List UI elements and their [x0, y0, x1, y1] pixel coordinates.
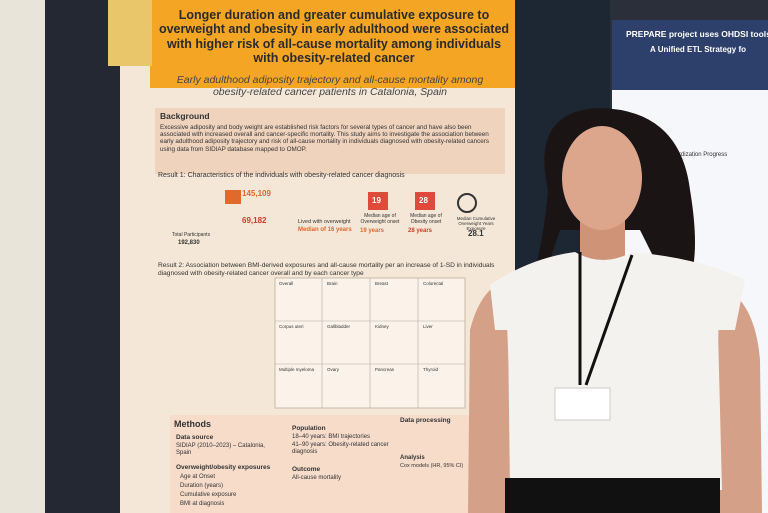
trousers	[505, 478, 720, 513]
panel-label: Multiple myeloma	[279, 367, 315, 372]
method-heading: Analysis	[400, 455, 425, 461]
panel-label: Colorectal	[423, 281, 444, 286]
background-box	[155, 108, 505, 174]
poster-title: Longer duration and greater cumulative e…	[158, 8, 510, 66]
icon	[225, 190, 241, 204]
panel-label: Pancreas	[375, 367, 395, 372]
right-poster-section: OMOP Standardization Progress	[640, 152, 728, 158]
method-heading: Overweight/obesity exposures	[176, 464, 271, 471]
method-heading: Population	[292, 425, 326, 432]
stat-label: Median age of Overweight onset	[360, 213, 400, 225]
stat-value: 145,109	[242, 189, 271, 198]
stat-label: Median Cumulative Overweight Years Expos…	[456, 216, 496, 232]
panel-label: Ovary	[327, 367, 340, 372]
method-text: All-cause mortality	[292, 475, 342, 481]
methods-box	[170, 415, 470, 513]
method-text: Cumulative exposure	[180, 492, 237, 498]
right-poster-subtitle: A Unified ETL Strategy fo	[650, 45, 747, 54]
method-heading: Data processing	[400, 417, 451, 424]
board-frame	[45, 0, 120, 513]
calendar-day: 28	[419, 196, 428, 205]
arm	[712, 285, 762, 513]
panel-label: Gallbladder	[327, 324, 351, 329]
panel-label: Brain	[327, 281, 338, 286]
right-poster-title: PREPARE project uses OHDSI tools fo	[626, 29, 768, 39]
poster-subtitle: Early adulthood adiposity trajectory and…	[176, 74, 484, 99]
stat-value: 69,182	[242, 216, 267, 225]
method-text: 18–40 years: BMI trajectories	[292, 434, 371, 440]
stat-value: 19 years	[360, 228, 385, 234]
method-heading: Outcome	[292, 466, 321, 473]
method-text: SIDIAP (2010–2023) – Catalonia, Spain	[176, 443, 265, 456]
forest-grid	[275, 278, 465, 408]
method-text: Duration (years)	[180, 483, 224, 489]
wall	[0, 0, 45, 513]
poster-header	[150, 0, 515, 88]
panel-label: Kidney	[375, 324, 389, 329]
background-text: Excessive adiposity and body weight are …	[160, 124, 490, 153]
face	[562, 126, 642, 230]
lanyard	[578, 252, 634, 386]
calendar-icon	[415, 192, 435, 210]
calendar-day: 19	[372, 196, 381, 205]
stat-label: Total Participants	[172, 232, 211, 238]
stat-label: Median age of Obesity onset	[410, 213, 442, 225]
section-heading: Background	[160, 111, 210, 121]
method-heading: Data source	[176, 434, 214, 441]
sticker	[108, 0, 152, 66]
method-text: BMI at diagnosis	[180, 501, 225, 507]
method-text: Cox models (HR, 95% CI)	[400, 463, 464, 469]
section-heading: Methods	[174, 419, 211, 429]
name-badge	[554, 387, 611, 421]
stat-value: 28.1	[468, 229, 484, 238]
section-heading: Result 2: Association between BMI-derive…	[158, 262, 495, 277]
stat-label: Lived with overweight	[298, 219, 351, 225]
section-heading: Result 1: Characteristics of the individ…	[158, 172, 405, 179]
stat-value: 192,830	[178, 240, 200, 246]
arm	[468, 280, 515, 513]
stat-value: Median of 16 years	[298, 227, 352, 233]
panel-label: Liver	[423, 324, 433, 329]
shirt	[490, 252, 745, 490]
right-poster-header	[612, 20, 768, 90]
panel-label: Corpus uteri	[279, 324, 304, 329]
panel-label: Thyroid	[423, 367, 439, 372]
calendar-icon	[368, 192, 388, 210]
panel-label: Breast	[375, 281, 389, 286]
clock-icon	[457, 193, 477, 213]
method-text: 41–90 years: Obesity-related cancer diag…	[292, 442, 389, 455]
panel-label: Overall	[279, 281, 294, 286]
stat-value: 28 years	[408, 228, 433, 234]
method-text: Age at Onset	[180, 474, 216, 480]
